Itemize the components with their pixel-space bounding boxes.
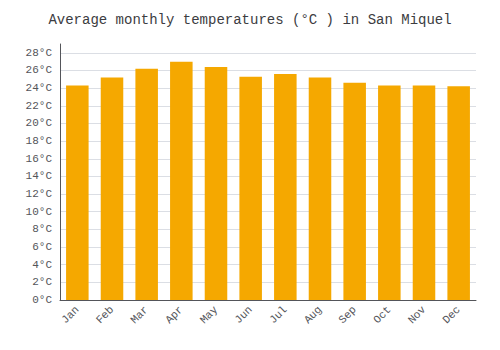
svg-text:Average monthly temperatures (: Average monthly temperatures (°C ) in Sa… (48, 12, 451, 28)
svg-text:0°C: 0°C (32, 294, 52, 306)
svg-text:Dec: Dec (440, 304, 462, 326)
svg-text:8°C: 8°C (32, 223, 52, 235)
svg-text:Oct: Oct (371, 304, 393, 326)
svg-text:10°C: 10°C (26, 206, 53, 218)
svg-text:14°C: 14°C (26, 170, 53, 182)
svg-text:May: May (198, 303, 221, 326)
svg-text:24°C: 24°C (26, 82, 53, 94)
svg-text:26°C: 26°C (26, 64, 53, 76)
svg-text:Aug: Aug (302, 304, 324, 326)
svg-text:Feb: Feb (94, 304, 116, 326)
svg-text:28°C: 28°C (26, 47, 53, 59)
svg-text:18°C: 18°C (26, 135, 53, 147)
svg-text:12°C: 12°C (26, 188, 53, 200)
svg-text:16°C: 16°C (26, 153, 53, 165)
svg-text:6°C: 6°C (32, 241, 52, 253)
svg-text:2°C: 2°C (32, 276, 52, 288)
svg-text:Jan: Jan (59, 304, 81, 326)
svg-text:Jun: Jun (232, 304, 254, 326)
svg-text:Nov: Nov (406, 303, 429, 326)
svg-text:22°C: 22°C (26, 100, 53, 112)
svg-text:Sep: Sep (336, 304, 358, 326)
svg-text:Apr: Apr (163, 304, 185, 326)
svg-text:20°C: 20°C (26, 117, 53, 129)
svg-text:4°C: 4°C (32, 259, 52, 271)
svg-text:Mar: Mar (128, 304, 150, 326)
svg-text:Jul: Jul (267, 304, 289, 326)
